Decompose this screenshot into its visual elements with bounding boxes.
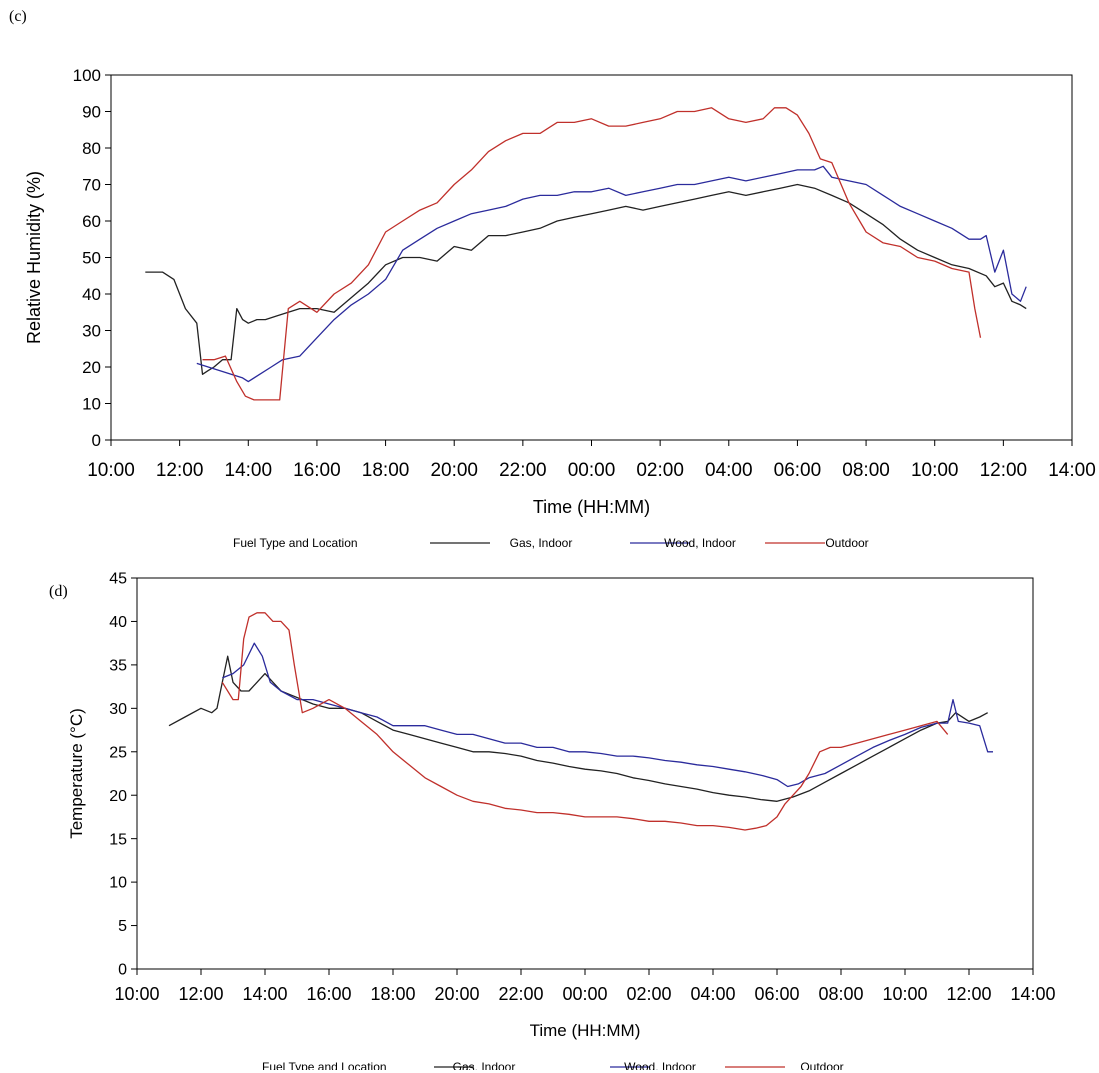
plot-frame xyxy=(110,74,1073,441)
x-tick-label: 10:00 xyxy=(882,984,927,1004)
x-tick-label: 00:00 xyxy=(562,984,607,1004)
panel-label-c: (c) xyxy=(9,8,27,25)
legend-title: Fuel Type and Location xyxy=(262,1060,387,1070)
y-tick-label: 35 xyxy=(109,657,127,674)
x-tick-label: 12:00 xyxy=(178,984,223,1004)
x-tick-label: 14:00 xyxy=(242,984,287,1004)
temperature-chart: 0 5 10 15 20 25 30 35 40 45 10:00 12:00 14:00 16:00 18… xyxy=(67,571,1056,1070)
y-tick-label: 70 xyxy=(82,175,101,194)
y-tick-label: 60 xyxy=(82,212,101,231)
x-tick-label: 12:00 xyxy=(946,984,991,1004)
legend-wood-indoor-label: Wood, Indoor xyxy=(664,536,736,550)
y-tick-label: 80 xyxy=(82,139,101,158)
plot-frame xyxy=(136,577,1034,970)
x-tick-label: 22:00 xyxy=(498,984,543,1004)
x-axis-title: Time (HH:MM) xyxy=(533,497,650,517)
x-tick-label: 22:00 xyxy=(499,460,547,481)
series-gas-indoor-line xyxy=(168,655,989,802)
x-tick-label: 14:00 xyxy=(1048,460,1096,481)
x-tick-label: 06:00 xyxy=(754,984,799,1004)
x-tick-label: 10:00 xyxy=(911,460,959,481)
y-tick-label: 90 xyxy=(82,102,101,121)
x-tick-label: 10:00 xyxy=(87,460,135,481)
y-tick-label: 10 xyxy=(109,875,127,892)
x-tick-label: 14:00 xyxy=(225,460,273,481)
y-tick-label: 20 xyxy=(109,788,127,805)
y-tick-label: 25 xyxy=(109,744,127,761)
y-axis-title: Temperature (°C) xyxy=(67,708,86,839)
x-tick-label: 04:00 xyxy=(705,460,753,481)
legend-outdoor-label: Outdoor xyxy=(825,536,868,550)
y-tick-label: 30 xyxy=(109,701,127,718)
y-tick-label: 30 xyxy=(82,321,101,340)
y-tick-label: 15 xyxy=(109,831,127,848)
series-gas-indoor-line xyxy=(145,183,1027,375)
series-wood-indoor-line xyxy=(196,165,1027,383)
y-tick-label: 0 xyxy=(92,431,101,450)
x-tick-label: 18:00 xyxy=(370,984,415,1004)
x-tick-label: 16:00 xyxy=(293,460,341,481)
x-tick-label: 12:00 xyxy=(156,460,204,481)
legend-wood-indoor-label: Wood, Indoor xyxy=(624,1060,696,1070)
x-tick-label: 06:00 xyxy=(774,460,822,481)
x-tick-label: 00:00 xyxy=(568,460,616,481)
y-tick-label: 0 xyxy=(118,962,127,979)
y-tick-label: 45 xyxy=(109,571,127,588)
x-tick-label: 08:00 xyxy=(818,984,863,1004)
x-tick-label: 02:00 xyxy=(626,984,671,1004)
x-tick-label: 02:00 xyxy=(636,460,684,481)
x-tick-label: 08:00 xyxy=(842,460,890,481)
x-tick-label: 20:00 xyxy=(434,984,479,1004)
y-axis-title: Relative Humidity (%) xyxy=(24,171,44,344)
series-wood-indoor-line xyxy=(222,642,993,788)
x-tick-label: 14:00 xyxy=(1010,984,1055,1004)
legend-title: Fuel Type and Location xyxy=(233,536,358,550)
humidity-chart: 0 10 20 30 40 50 60 70 80 90 100 10:00 12:00 14:00 16:… xyxy=(24,66,1096,550)
y-tick-label: 50 xyxy=(82,248,101,267)
x-axis-title: Time (HH:MM) xyxy=(530,1021,641,1040)
x-tick-label: 20:00 xyxy=(430,460,478,481)
y-tick-label: 100 xyxy=(73,66,101,85)
x-tick-label: 10:00 xyxy=(114,984,159,1004)
legend-gas-indoor-label: Gas, Indoor xyxy=(510,536,573,550)
legend-gas-indoor-label: Gas, Indoor xyxy=(453,1060,516,1070)
y-tick-label: 10 xyxy=(82,394,101,413)
legend-outdoor-label: Outdoor xyxy=(800,1060,843,1070)
y-tick-label: 5 xyxy=(118,918,127,935)
x-tick-label: 16:00 xyxy=(306,984,351,1004)
y-tick-label: 40 xyxy=(109,614,127,631)
series-outdoor-line xyxy=(202,107,982,401)
x-tick-label: 18:00 xyxy=(362,460,410,481)
y-tick-label: 40 xyxy=(82,285,101,304)
series-outdoor-line xyxy=(221,612,949,831)
x-tick-label: 12:00 xyxy=(980,460,1028,481)
y-tick-label: 20 xyxy=(82,358,101,377)
x-tick-label: 04:00 xyxy=(690,984,735,1004)
panel-label-d: (d) xyxy=(49,583,68,600)
